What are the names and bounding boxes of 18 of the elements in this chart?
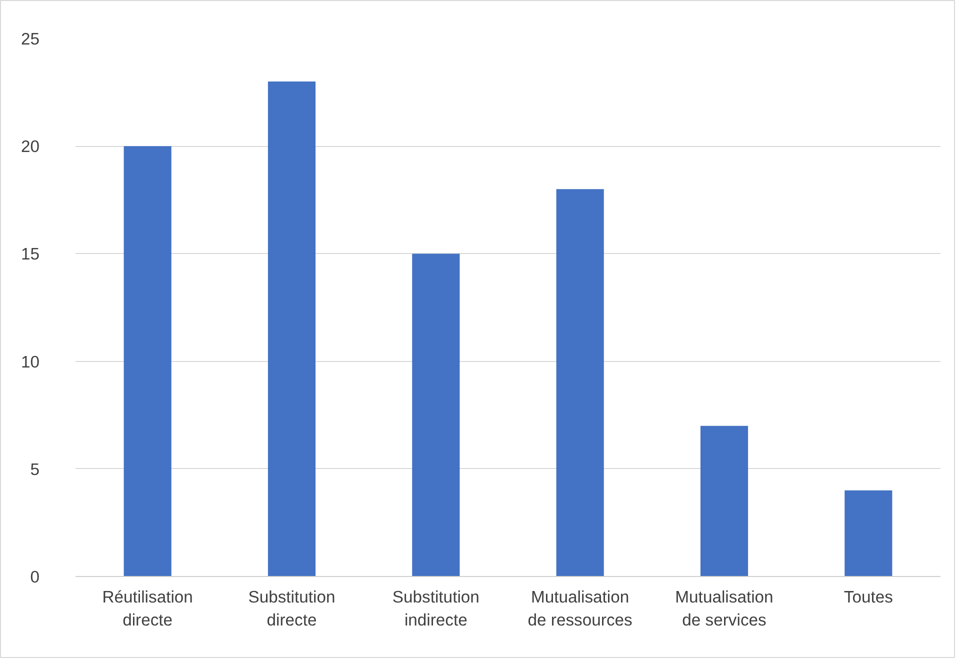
bar <box>124 146 172 576</box>
x-tick-label: Réutilisation directe <box>102 588 193 630</box>
y-tick-label: 10 <box>20 352 40 372</box>
x-tick-label: Toutes <box>844 588 893 606</box>
x-tick-label: Mutualisation de services <box>675 588 774 630</box>
y-tick-label: 15 <box>20 244 40 264</box>
y-tick-label: 0 <box>30 568 40 586</box>
bar <box>556 189 604 576</box>
y-tick-label: 5 <box>30 460 40 479</box>
x-tick-label: Substitution directe <box>248 588 336 630</box>
bar <box>700 426 748 576</box>
y-tick-label: 20 <box>20 137 40 156</box>
x-tick-label: Mutualisation de ressources <box>528 588 632 630</box>
x-tick-label: Substitution indirecte <box>392 588 480 630</box>
bar <box>844 490 892 576</box>
y-tick-label: 25 <box>20 30 40 48</box>
bar <box>412 254 460 576</box>
bar <box>268 82 316 576</box>
